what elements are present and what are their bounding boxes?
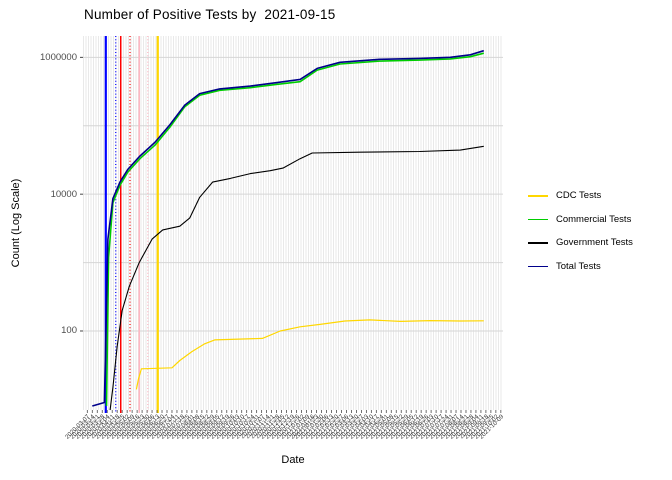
legend-line-swatch (528, 242, 548, 244)
chart-title: Number of Positive Tests by 2021-09-15 (84, 7, 336, 22)
y-tick-label: 100 (61, 325, 77, 337)
series-line-government-tests (109, 145, 484, 411)
y-tick-label: 1000000 (40, 51, 77, 63)
legend-label: Commercial Tests (556, 213, 632, 225)
legend: CDC Tests Commercial Tests Government Test… (528, 184, 633, 278)
series-line-total-tests (92, 49, 485, 407)
plot-panel (83, 36, 503, 410)
series-line-commercial-tests (105, 52, 485, 407)
legend-item: Government Tests (528, 231, 633, 255)
legend-label: Total Tests (556, 260, 601, 272)
legend-item: CDC Tests (528, 184, 633, 208)
legend-label: Government Tests (556, 237, 633, 249)
x-axis-title: Date (281, 454, 305, 466)
legend-line-swatch (528, 218, 548, 220)
legend-line-swatch (528, 195, 548, 197)
legend-item: Total Tests (528, 255, 633, 279)
legend-line-swatch (528, 265, 548, 267)
series-line-cdc-tests (135, 319, 484, 390)
legend-label: CDC Tests (556, 190, 602, 202)
legend-item: Commercial Tests (528, 208, 633, 232)
y-tick-label: 10000 (50, 188, 77, 200)
